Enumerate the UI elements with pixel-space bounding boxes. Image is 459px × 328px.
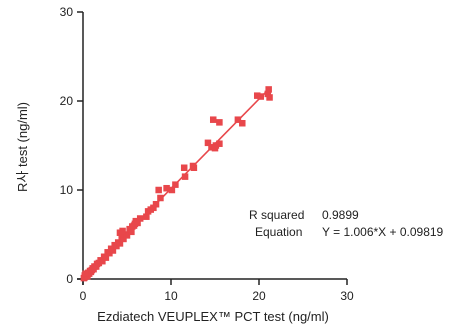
data-point	[189, 162, 197, 170]
y-axis-title: R사 test (ng/ml)	[15, 102, 30, 192]
data-point	[266, 94, 273, 101]
data-point	[157, 194, 164, 202]
data-point	[102, 254, 110, 261]
x-tick-label: 30	[340, 289, 354, 303]
data-point	[143, 213, 150, 220]
data-points	[80, 86, 273, 282]
r-squared-label: R squared	[249, 208, 304, 222]
y-tick-label: 10	[60, 183, 74, 197]
data-point	[211, 144, 219, 152]
data-point	[128, 228, 135, 236]
data-point	[163, 184, 170, 192]
data-point	[113, 242, 120, 250]
r-squared-value: 0.9899	[322, 208, 359, 222]
data-point	[116, 240, 124, 247]
data-point	[109, 247, 117, 254]
data-point	[208, 144, 215, 151]
data-point	[180, 164, 188, 171]
data-point	[155, 186, 162, 194]
x-tick-label: 0	[80, 289, 87, 303]
y-tick-label: 30	[60, 5, 74, 19]
data-point	[253, 92, 261, 99]
data-point	[130, 222, 138, 229]
data-point	[106, 249, 113, 257]
y-tick-label: 20	[60, 94, 74, 108]
data-point	[209, 116, 217, 123]
equation-label: Equation	[255, 225, 302, 239]
data-point	[136, 215, 144, 222]
y-tick-label: 0	[66, 272, 73, 286]
data-point	[120, 235, 127, 243]
x-tick-label: 20	[252, 289, 266, 303]
data-point	[168, 186, 176, 194]
data-point	[132, 217, 140, 225]
data-point	[216, 140, 223, 147]
x-axis-title: Ezdiatech VEUPLEX™ PCT test (ng/ml)	[97, 309, 329, 324]
axes	[77, 12, 347, 285]
data-point	[204, 139, 212, 147]
data-point	[234, 116, 242, 123]
data-point	[150, 204, 157, 212]
data-point	[152, 200, 160, 208]
data-point	[264, 90, 272, 98]
x-tick-label: 10	[164, 289, 178, 303]
data-point	[216, 119, 223, 126]
data-point	[257, 93, 265, 100]
data-point	[239, 120, 246, 127]
data-point	[119, 227, 126, 235]
data-point	[172, 181, 179, 188]
equation-value: Y = 1.006*X + 0.09819	[322, 225, 444, 239]
data-point	[99, 257, 106, 265]
data-point	[265, 86, 272, 93]
data-point	[181, 173, 189, 180]
axis-ticks: 0 10 20 30 0 10 20 30	[60, 5, 354, 303]
data-point	[82, 270, 89, 277]
data-point	[123, 232, 131, 239]
